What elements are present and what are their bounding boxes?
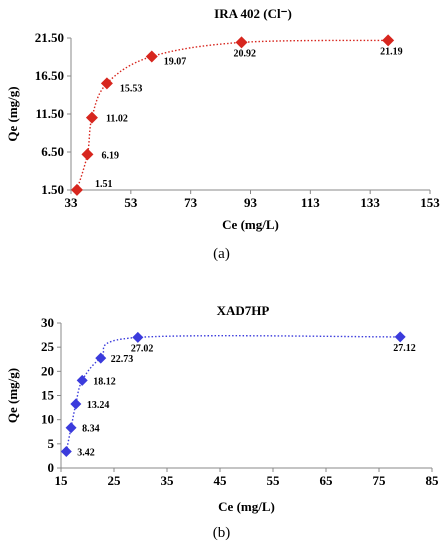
data-label: 22.73 — [111, 354, 134, 365]
data-point-marker — [100, 77, 113, 90]
y-tick-label: 16.50 — [35, 68, 64, 83]
x-tick-label: 153 — [420, 195, 440, 210]
data-point-marker — [95, 352, 107, 364]
y-axis-label: Qe (mg/g) — [5, 368, 20, 423]
chart-title: XAD7HP — [217, 303, 270, 318]
y-tick-label: 0 — [48, 460, 55, 475]
chart-a: IRA 402 (Cl⁻) 33 53 73 93 113 133 153 1.50 6.50 11… — [5, 6, 440, 232]
y-tick-label: 5 — [48, 436, 55, 451]
x-tick-label: 73 — [184, 195, 198, 210]
data-label: 18.12 — [93, 376, 116, 387]
data-point-marker — [70, 183, 83, 196]
data-label: 3.42 — [77, 447, 95, 458]
data-point-marker — [81, 148, 94, 161]
data-point-marker — [132, 331, 144, 343]
chart-panel-a: IRA 402 (Cl⁻) 33 53 73 93 113 133 153 1.50 6.50 11… — [5, 6, 440, 262]
x-axis-label: Ce (mg/L) — [218, 499, 275, 514]
y-axis-label: Qe (mg/g) — [5, 86, 20, 141]
fit-curve — [65, 335, 401, 452]
data-point-marker — [70, 398, 82, 410]
y-tick-label: 20 — [41, 363, 54, 378]
data-label: 20.92 — [234, 48, 257, 59]
chart-b: XAD7HP 15 25 35 45 55 65 75 85 0 5 10 15 20 25 30 Ce (mg… — [5, 303, 440, 514]
chart-panel-b: XAD7HP 15 25 35 45 55 65 75 85 0 5 10 15 20 25 30 Ce (mg… — [0, 275, 443, 550]
y-tick-label: 25 — [41, 339, 55, 354]
y-tick-label: 11.50 — [35, 106, 64, 121]
chart-title: IRA 402 (Cl⁻) — [214, 6, 292, 21]
x-tick-label: 75 — [373, 473, 387, 488]
data-point-marker — [145, 50, 158, 63]
data-label: 27.12 — [393, 343, 416, 354]
x-tick-label: 25 — [108, 473, 122, 488]
y-tick-label: 15 — [41, 388, 55, 403]
caption-a: (a) — [213, 246, 230, 262]
data-label: 27.02 — [131, 343, 154, 354]
y-tick-label: 21.50 — [35, 30, 64, 45]
data-point-marker — [65, 422, 77, 434]
x-axis-label: Ce (mg/L) — [222, 217, 279, 232]
x-tick-label: 93 — [244, 195, 258, 210]
x-tick-label: 15 — [55, 473, 69, 488]
x-tick-label: 55 — [267, 473, 281, 488]
y-tick-label: 6.50 — [41, 144, 64, 159]
y-tick-label: 10 — [41, 412, 54, 427]
data-label: 19.07 — [164, 56, 187, 67]
fit-curve — [76, 39, 389, 191]
data-point-marker — [76, 374, 88, 386]
data-label: 15.53 — [120, 83, 142, 94]
x-tick-label: 113 — [301, 195, 320, 210]
x-tick-label: 133 — [360, 195, 380, 210]
x-tick-label: 33 — [65, 195, 79, 210]
x-tick-label: 53 — [124, 195, 138, 210]
caption-b: (b) — [212, 525, 231, 541]
data-label: 13.24 — [87, 400, 110, 411]
y-tick-label: 1.50 — [41, 182, 64, 197]
data-label: 21.19 — [380, 46, 403, 57]
data-label: 6.19 — [101, 150, 119, 161]
data-point-marker — [394, 331, 406, 343]
data-label: 11.02 — [106, 114, 128, 125]
y-tick-label: 30 — [41, 315, 54, 330]
data-label: 8.34 — [82, 424, 100, 435]
x-tick-label: 35 — [161, 473, 175, 488]
x-tick-label: 45 — [214, 473, 228, 488]
data-point-marker — [235, 36, 248, 49]
data-point-marker — [60, 445, 72, 457]
x-tick-label: 85 — [426, 473, 440, 488]
data-label: 1.51 — [95, 179, 113, 190]
data-point-marker — [382, 34, 395, 47]
data-point-marker — [85, 111, 98, 124]
x-tick-label: 65 — [320, 473, 334, 488]
